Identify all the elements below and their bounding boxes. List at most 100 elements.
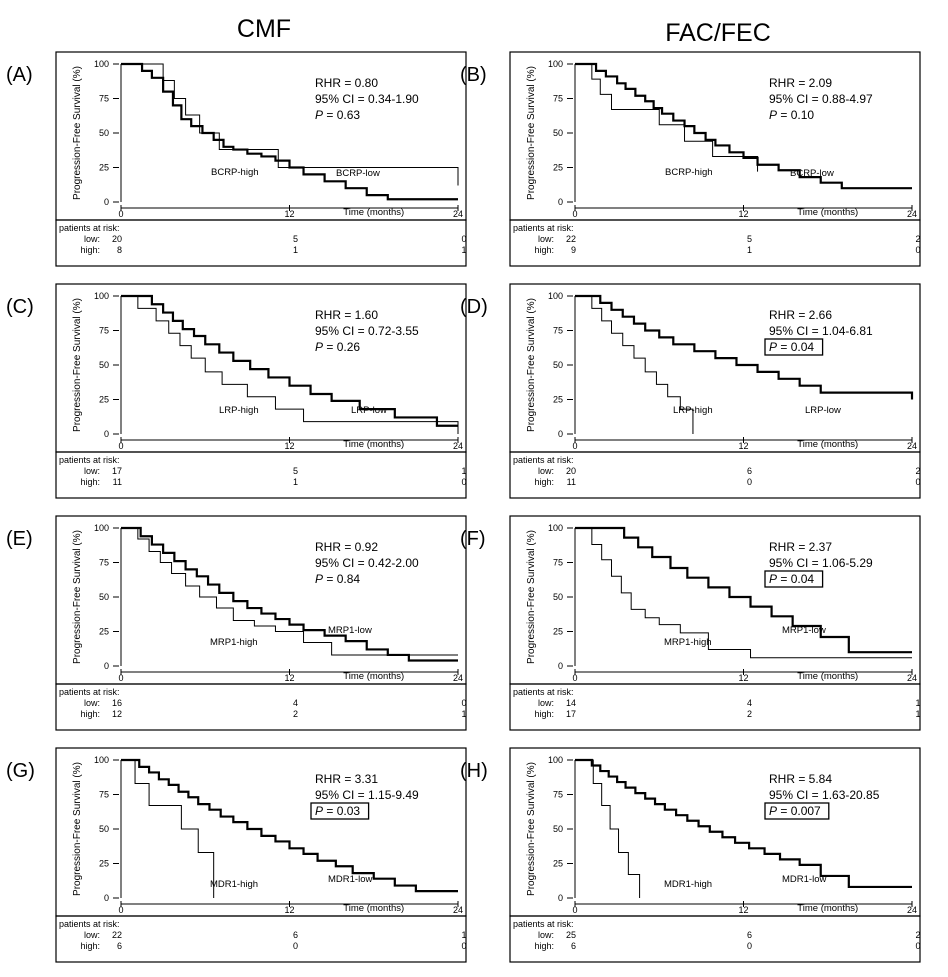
risk-table-frame bbox=[55, 451, 467, 499]
plot-frame bbox=[509, 283, 921, 453]
rhr-value: RHR = 0.80 bbox=[315, 76, 378, 90]
km-panel: (C) Progression-Free Survival (%)10075502… bbox=[6, 283, 467, 499]
p-value: P = 0.007 bbox=[769, 804, 821, 818]
risk-high-count: 1 bbox=[461, 245, 466, 255]
risk-high-count: 1 bbox=[293, 245, 298, 255]
risk-low-count: 5 bbox=[293, 234, 298, 244]
risk-high-count: 8 bbox=[117, 245, 122, 255]
y-axis-label: Progression-Free Survival (%) bbox=[526, 762, 537, 896]
curve-label-bcrp-low: BCRP-low bbox=[336, 168, 380, 179]
y-tick-label: 25 bbox=[99, 627, 109, 637]
survival-curve-mdr1-low bbox=[121, 758, 458, 893]
km-panel: (E) Progression-Free Survival (%)10075502… bbox=[6, 515, 467, 731]
risk-high-count: 0 bbox=[915, 477, 920, 487]
risk-header: patients at risk: bbox=[513, 223, 574, 233]
y-tick-label: 50 bbox=[553, 128, 563, 138]
risk-low-count: 16 bbox=[112, 698, 122, 708]
risk-high-count: 0 bbox=[747, 477, 752, 487]
y-tick-label: 0 bbox=[558, 893, 563, 903]
y-tick-label: 75 bbox=[553, 326, 563, 336]
survival-curve-mrp1-high bbox=[575, 527, 912, 659]
p-value: P = 0.63 bbox=[315, 108, 360, 122]
risk-high-count: 11 bbox=[113, 477, 122, 487]
y-tick-label: 25 bbox=[99, 859, 109, 869]
km-panel: (B) Progression-Free Survival (%)10075502… bbox=[460, 51, 921, 267]
plot-frame bbox=[55, 515, 467, 685]
y-tick-label: 50 bbox=[553, 592, 563, 602]
risk-low-count: 22 bbox=[112, 930, 122, 940]
risk-low-label: low: bbox=[538, 930, 554, 940]
y-tick-label: 75 bbox=[99, 94, 109, 104]
survival-curve-mrp1-high bbox=[121, 527, 458, 656]
rhr-value: RHR = 2.37 bbox=[769, 540, 832, 554]
survival-curve-mdr1-high bbox=[575, 759, 641, 898]
x-tick-label: 12 bbox=[284, 905, 294, 915]
risk-table-frame bbox=[509, 219, 921, 267]
x-tick-label: 0 bbox=[118, 905, 123, 915]
risk-low-count: 14 bbox=[566, 698, 576, 708]
y-axis-label: Progression-Free Survival (%) bbox=[72, 762, 83, 896]
ci-value: 95% CI = 0.72-3.55 bbox=[315, 324, 419, 338]
x-axis-label: Time (months) bbox=[343, 671, 404, 682]
curve-label-mdr1-high: MDR1-high bbox=[664, 879, 712, 890]
risk-low-label: low: bbox=[538, 698, 554, 708]
y-axis-label: Progression-Free Survival (%) bbox=[72, 66, 83, 200]
risk-low-count: 6 bbox=[293, 930, 298, 940]
risk-high-count: 12 bbox=[112, 709, 122, 719]
risk-low-label: low: bbox=[84, 234, 100, 244]
rhr-value: RHR = 2.66 bbox=[769, 308, 832, 322]
x-tick-label: 0 bbox=[572, 905, 577, 915]
risk-high-count: 9 bbox=[571, 245, 576, 255]
p-value-box bbox=[310, 802, 370, 820]
y-tick-label: 100 bbox=[94, 523, 109, 533]
y-tick-label: 75 bbox=[553, 94, 563, 104]
x-tick-label: 24 bbox=[453, 441, 463, 451]
risk-high-count: 0 bbox=[461, 941, 466, 951]
risk-high-label: high: bbox=[80, 245, 100, 255]
y-tick-label: 0 bbox=[104, 893, 109, 903]
rhr-value: RHR = 5.84 bbox=[769, 772, 832, 786]
risk-low-count: 6 bbox=[747, 466, 752, 476]
risk-high-count: 1 bbox=[293, 477, 298, 487]
risk-low-count: 6 bbox=[747, 930, 752, 940]
y-tick-label: 100 bbox=[548, 755, 563, 765]
y-tick-label: 75 bbox=[553, 790, 563, 800]
survival-curve-bcrp-low bbox=[121, 62, 458, 201]
risk-low-count: 1 bbox=[915, 698, 920, 708]
risk-high-label: high: bbox=[80, 709, 100, 719]
x-tick-label: 0 bbox=[118, 209, 123, 219]
rhr-value: RHR = 0.92 bbox=[315, 540, 378, 554]
y-tick-label: 100 bbox=[548, 291, 563, 301]
x-tick-label: 24 bbox=[907, 209, 917, 219]
p-value-box bbox=[764, 802, 830, 820]
column-title-fac-fec: FAC/FEC bbox=[665, 19, 771, 47]
x-axis-label: Time (months) bbox=[797, 903, 858, 914]
y-tick-label: 25 bbox=[553, 395, 563, 405]
y-axis-label: Progression-Free Survival (%) bbox=[526, 530, 537, 664]
y-tick-label: 50 bbox=[99, 128, 109, 138]
risk-table-frame bbox=[509, 451, 921, 499]
y-tick-label: 0 bbox=[558, 661, 563, 671]
y-tick-label: 75 bbox=[99, 790, 109, 800]
x-tick-label: 12 bbox=[284, 673, 294, 683]
y-tick-label: 0 bbox=[104, 661, 109, 671]
rhr-value: RHR = 1.60 bbox=[315, 308, 378, 322]
y-tick-label: 50 bbox=[99, 592, 109, 602]
risk-header: patients at risk: bbox=[59, 223, 120, 233]
risk-header: patients at risk: bbox=[59, 687, 120, 697]
y-tick-label: 75 bbox=[99, 326, 109, 336]
y-axis-label: Progression-Free Survival (%) bbox=[72, 530, 83, 664]
curve-label-lrp-low: LRP-low bbox=[351, 405, 387, 416]
y-tick-label: 0 bbox=[558, 429, 563, 439]
risk-high-count: 0 bbox=[915, 245, 920, 255]
km-panel: (H) Progression-Free Survival (%)10075502… bbox=[460, 747, 921, 963]
curve-label-bcrp-high: BCRP-high bbox=[211, 167, 259, 178]
x-tick-label: 12 bbox=[738, 441, 748, 451]
x-tick-label: 0 bbox=[118, 441, 123, 451]
ci-value: 95% CI = 1.06-5.29 bbox=[769, 556, 873, 570]
y-tick-label: 100 bbox=[548, 523, 563, 533]
risk-low-count: 20 bbox=[112, 234, 122, 244]
curve-label-mrp1-low: MRP1-low bbox=[328, 625, 372, 636]
survival-curve-lrp-low bbox=[121, 294, 458, 427]
panel-letter: (A) bbox=[6, 64, 33, 86]
